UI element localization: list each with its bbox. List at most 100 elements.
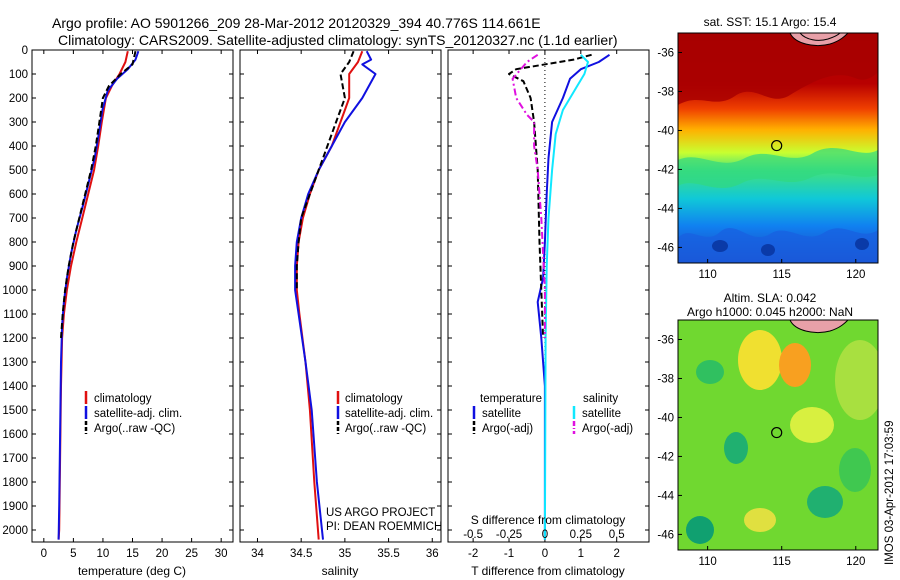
y-tick-label: 1200 <box>2 333 28 345</box>
map-y-tick-label: -42 <box>657 451 674 463</box>
legend-label-satellite: satellite-adj. clim. <box>345 408 433 420</box>
sst-heatmap <box>678 33 878 263</box>
float-position-marker <box>771 426 783 439</box>
map-x-tick-label: 110 <box>698 556 716 568</box>
y-tick-label: 300 <box>9 117 28 129</box>
sla-low <box>686 516 714 544</box>
map-x-tick-label: 120 <box>846 269 865 281</box>
x-tick-label: 10 <box>97 548 110 560</box>
front-region <box>678 148 878 188</box>
y-tick-label: 700 <box>9 213 28 225</box>
sst-map-title: sat. SST: 15.1 Argo: 15.4 <box>704 15 837 29</box>
x-tick-label: -2 <box>468 548 478 560</box>
x-tick-label: 30 <box>215 548 228 560</box>
x2-tick-label: -0.25 <box>496 529 522 541</box>
difference-xlabel: T difference from climatology <box>471 564 625 578</box>
legend-label-climatology: climatology <box>94 393 152 405</box>
series-line-salinity-argo-adj- <box>511 53 546 338</box>
series-line-temperature-satellite <box>536 53 611 540</box>
difference-panel: -2 -1 0 1 2 T difference from climatology S … <box>447 49 650 578</box>
x-tick-label: 15 <box>126 548 139 560</box>
eddy <box>855 238 869 250</box>
eddy <box>712 240 728 252</box>
y-tick-label: 1600 <box>2 429 28 441</box>
series-line-temperature-argo-adj- <box>508 53 592 339</box>
difference-legend: temperature salinity satellite Argo(-adj… <box>472 393 633 435</box>
figure-title: Argo profile: AO 5901266_209 28-Mar-2012… <box>52 15 541 31</box>
map-y-tick-label: -36 <box>657 47 674 59</box>
temperature-series <box>57 50 140 540</box>
sla-low <box>724 432 748 464</box>
y-tick-label: 2000 <box>2 525 28 537</box>
x-tick-label: 34 <box>251 548 264 560</box>
y-tick-label: 900 <box>9 261 28 273</box>
y-tick-label: 1300 <box>2 357 28 369</box>
map-y-tick-label: -44 <box>657 490 674 502</box>
map-x-tick-label: 120 <box>846 556 865 568</box>
y-tick-label: 1800 <box>2 477 28 489</box>
legend-header-temperature: temperature <box>480 393 542 405</box>
bathymetry-contour <box>789 320 849 334</box>
figure-subtitle: Climatology: CARS2009. Satellite-adjuste… <box>58 32 618 48</box>
legend-label-argo: Argo(..raw -QC) <box>345 423 426 435</box>
map-y-tick-label: -46 <box>657 242 674 254</box>
y-tick-label: 400 <box>9 141 28 153</box>
sla-high <box>738 330 782 390</box>
sla-high <box>744 508 776 532</box>
sla-high <box>790 407 834 443</box>
y-tick-label: 1900 <box>2 501 28 513</box>
sla-low <box>807 486 843 518</box>
float-position-marker <box>771 139 783 152</box>
map-y-tick-label: -36 <box>657 334 674 346</box>
difference-axes <box>447 49 650 543</box>
x-tick-label: 20 <box>156 548 169 560</box>
map-x-tick-label: 110 <box>698 269 716 281</box>
difference-x-axis: -2 -1 0 1 2 <box>468 50 620 560</box>
x-tick-label: 0 <box>542 548 548 560</box>
temperature-x-axis: 0 5 10 15 20 25 30 <box>41 50 228 560</box>
difference-depth-ticks <box>448 49 649 531</box>
footer-timestamp: IMOS 03-Apr-2012 17:03:59 <box>884 421 896 565</box>
temperature-legend: climatology satellite-adj. clim. Argo(..… <box>84 391 182 435</box>
map-y-tick-label: -38 <box>657 373 674 385</box>
salinity-difference-axis: -0.5 -0.25 0 0.25 0.5 <box>463 529 624 541</box>
cold-water-region <box>678 227 878 263</box>
y-tick-label: 100 <box>9 69 28 81</box>
y-tick-label: 600 <box>9 189 28 201</box>
series-line-argo-raw-qc- <box>60 50 137 339</box>
sla-map: Altim. SLA: 0.042 Argo h1000: 0.045 h200… <box>657 291 879 568</box>
map-x-tick-label: 115 <box>773 556 791 568</box>
salinity-xlabel: salinity <box>322 564 359 578</box>
legend-label-sal-argo: Argo(-adj) <box>582 423 633 435</box>
x-tick-label: 1 <box>578 548 584 560</box>
map-y-tick-label: -40 <box>657 412 674 424</box>
depth-axis: 0 100 200 300 400 500 600 700 800 900 1000 1100 1200… <box>2 45 233 537</box>
legend-label-sal-satellite: satellite <box>582 408 621 420</box>
y-tick-label: 1100 <box>3 309 28 321</box>
legend-header-salinity: salinity <box>583 393 618 405</box>
x2-tick-label: -0.5 <box>463 529 483 541</box>
y-tick-label: 1000 <box>2 285 28 297</box>
pi-annotation: PI: DEAN ROEMMICH <box>326 521 442 533</box>
sla-high <box>779 343 811 387</box>
legend-label-satellite: satellite-adj. clim. <box>94 408 182 420</box>
sla-heatmap <box>678 320 878 550</box>
x2-tick-label: 0.25 <box>570 529 592 541</box>
legend-label-argo: Argo(..raw -QC) <box>94 423 175 435</box>
sla-map-subtitle: Argo h1000: 0.045 h2000: NaN <box>687 305 853 319</box>
x-tick-label: 25 <box>185 548 198 560</box>
temperature-xlabel: temperature (deg C) <box>78 564 186 578</box>
map-y-tick-label: -42 <box>657 164 674 176</box>
map-y-tick-label: -44 <box>657 203 674 215</box>
bathymetry-contour <box>799 33 841 41</box>
sla-low <box>696 360 724 384</box>
x-tick-label: 35 <box>338 548 351 560</box>
x-tick-label: 5 <box>70 548 76 560</box>
y-tick-label: 1700 <box>2 453 28 465</box>
x-tick-label: 0 <box>41 548 47 560</box>
salinity-series <box>294 50 377 540</box>
difference-series <box>508 53 611 540</box>
legend-label-climatology: climatology <box>345 393 403 405</box>
sla-low <box>839 448 871 492</box>
salinity-panel: 34 34.5 35 35.5 36 salinity climatology sate… <box>239 49 442 578</box>
